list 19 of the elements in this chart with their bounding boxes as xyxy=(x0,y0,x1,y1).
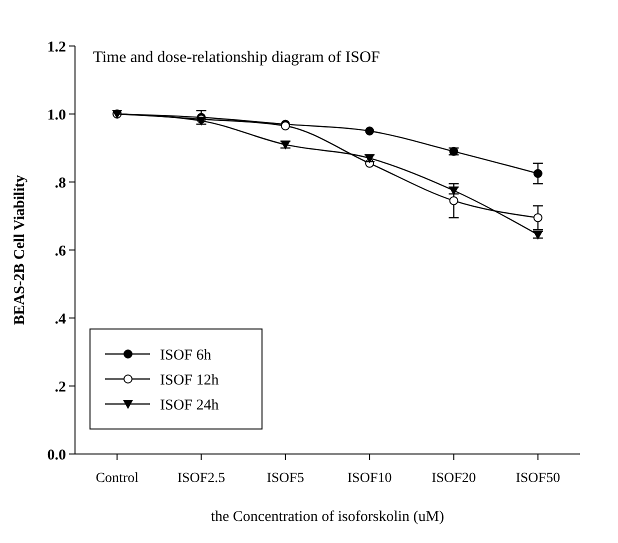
x-axis-title: the Concentration of isoforskolin (uM) xyxy=(210,509,444,525)
chart-title: Time and dose-relationship diagram of ISOF xyxy=(93,49,380,66)
y-tick-label: .2 xyxy=(54,379,66,396)
y-tick-label: .6 xyxy=(54,243,66,260)
y-tick-label: 1.2 xyxy=(47,39,66,56)
legend-label: ISOF 24h xyxy=(160,397,220,414)
x-tick-label: ISOF20 xyxy=(432,471,476,486)
y-tick-label: .8 xyxy=(54,175,66,192)
x-tick-label: ISOF5 xyxy=(266,471,304,486)
legend-label: ISOF 6h xyxy=(160,347,212,364)
x-tick-label: Control xyxy=(96,471,139,486)
legend-label: ISOF 12h xyxy=(160,372,220,388)
y-axis-title: BEAS-2B Cell Viability xyxy=(12,174,28,326)
x-tick-label: ISOF50 xyxy=(516,471,560,486)
x-tick-label: ISOF2.5 xyxy=(177,471,226,486)
y-tick-label: 0.0 xyxy=(47,447,66,464)
y-tick-label: 1.0 xyxy=(47,107,66,124)
x-tick-label: ISOF10 xyxy=(347,471,392,486)
y-tick-label: .4 xyxy=(54,311,66,328)
